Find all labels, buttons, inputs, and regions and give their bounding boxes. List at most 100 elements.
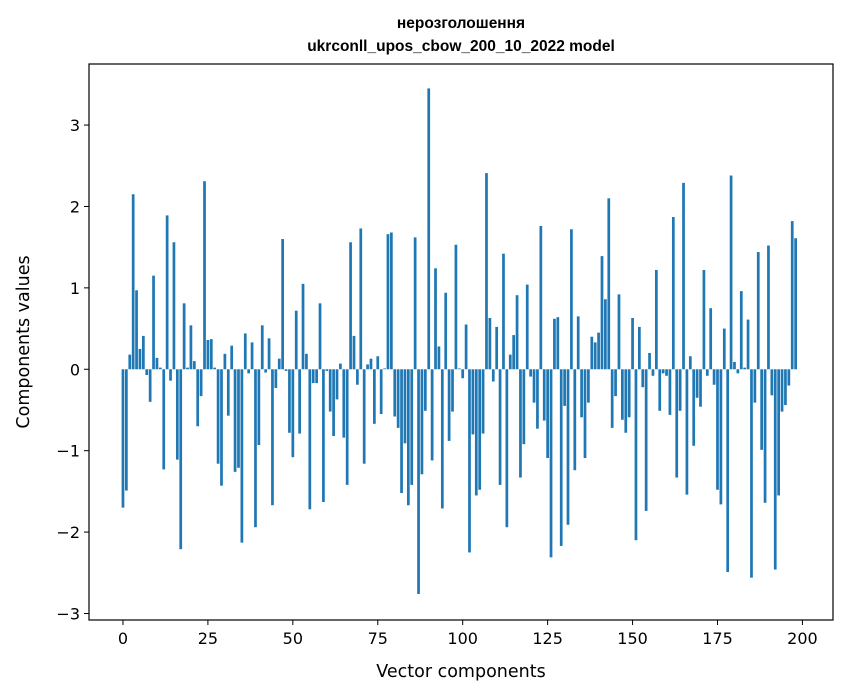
bar-173 <box>709 308 713 370</box>
bar-69 <box>356 369 359 385</box>
bar-164 <box>678 369 682 411</box>
bar-20 <box>189 325 193 370</box>
bar-3 <box>131 194 135 370</box>
bar-171 <box>702 269 706 370</box>
bar-115 <box>512 335 516 370</box>
bar-126 <box>549 369 553 558</box>
bar-143 <box>607 198 611 370</box>
bar-105 <box>478 369 482 490</box>
bar-133 <box>573 369 577 471</box>
bar-10 <box>155 357 159 370</box>
bar-52 <box>298 369 301 434</box>
bar-51 <box>294 310 298 370</box>
x-tick-label: 0 <box>118 629 128 648</box>
bars-group <box>121 88 797 594</box>
bar-190 <box>767 245 770 370</box>
bar-27 <box>213 367 217 370</box>
bar-19 <box>186 367 189 370</box>
y-axis-label: Components values <box>14 255 34 428</box>
bar-140 <box>597 332 600 370</box>
bar-139 <box>593 342 597 370</box>
bar-89 <box>423 369 427 411</box>
bar-181 <box>736 369 740 374</box>
bar-48 <box>284 369 288 371</box>
bar-189 <box>763 369 767 503</box>
bar-151 <box>634 369 638 541</box>
bar-103 <box>471 369 475 435</box>
bar-134 <box>576 316 580 370</box>
bar-165 <box>682 182 685 370</box>
bar-9 <box>152 275 155 370</box>
bar-91 <box>430 369 434 461</box>
bar-98 <box>454 244 458 370</box>
bar-184 <box>746 319 750 370</box>
bar-24 <box>203 181 206 370</box>
bar-43 <box>267 338 271 370</box>
bar-177 <box>722 328 726 370</box>
bar-95 <box>444 292 448 370</box>
bar-176 <box>719 369 723 505</box>
bar-12 <box>162 369 166 470</box>
bar-5 <box>138 348 142 370</box>
bar-83 <box>403 369 407 444</box>
y-tick-label: −1 <box>56 442 80 461</box>
bar-111 <box>498 369 502 485</box>
bar-197 <box>790 221 794 370</box>
bar-77 <box>383 368 386 370</box>
bar-85 <box>410 369 414 485</box>
bar-131 <box>566 369 570 525</box>
bar-22 <box>196 369 200 427</box>
bar-179 <box>729 175 733 370</box>
bar-8 <box>148 369 152 402</box>
bar-42 <box>264 369 268 373</box>
bar-55 <box>308 369 312 510</box>
bar-99 <box>457 368 461 370</box>
bar-11 <box>158 367 162 370</box>
x-tick-label: 25 <box>198 629 218 648</box>
bar-132 <box>570 229 573 370</box>
bar-59 <box>322 369 325 502</box>
bar-76 <box>379 369 383 415</box>
bar-33 <box>233 369 237 472</box>
bar-87 <box>417 369 420 594</box>
bar-53 <box>301 283 305 370</box>
y-axis-ticks: −3 −2 −1 0 1 2 3 <box>56 116 89 623</box>
bar-37 <box>247 369 251 374</box>
bar-73 <box>369 358 373 370</box>
bar-153 <box>641 369 645 388</box>
bar-128 <box>556 317 560 370</box>
bar-63 <box>335 369 339 400</box>
bar-161 <box>668 369 672 415</box>
bar-113 <box>505 369 509 528</box>
bar-56 <box>311 369 315 384</box>
bar-162 <box>671 217 675 370</box>
bar-116 <box>515 295 519 370</box>
bar-28 <box>216 369 220 464</box>
bar-50 <box>291 369 295 458</box>
bar-29 <box>220 369 223 486</box>
bar-150 <box>631 317 634 370</box>
bar-39 <box>254 369 257 528</box>
bar-182 <box>739 291 743 370</box>
bar-172 <box>705 369 709 376</box>
bar-47 <box>281 239 284 370</box>
bar-130 <box>563 369 566 406</box>
bar-21 <box>192 361 196 370</box>
bar-141 <box>600 256 604 370</box>
bar-157 <box>654 269 658 370</box>
chart-title-line2: ukrconll_upos_cbow_200_10_2022 model <box>307 38 615 55</box>
bar-61 <box>328 369 332 412</box>
bar-100 <box>461 369 465 379</box>
bar-94 <box>440 369 444 509</box>
bar-160 <box>665 369 668 376</box>
bar-64 <box>339 363 342 370</box>
bar-124 <box>542 369 546 421</box>
bar-169 <box>695 369 699 398</box>
bar-86 <box>413 237 417 370</box>
bar-192 <box>773 369 777 570</box>
x-tick-label: 200 <box>787 629 818 648</box>
bar-80 <box>393 369 397 417</box>
bar-188 <box>760 369 764 450</box>
bar-174 <box>712 369 716 385</box>
bar-92 <box>434 268 437 370</box>
